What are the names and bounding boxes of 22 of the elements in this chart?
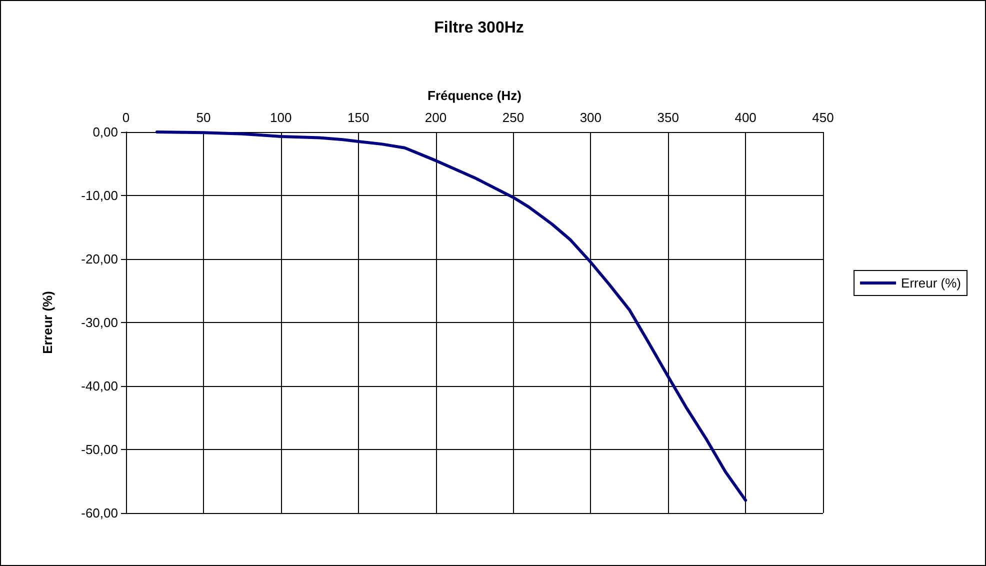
chart-title: Filtre 300Hz [434,20,524,36]
x-tick-label: 250 [502,110,524,125]
y-tick-label: -20,00 [81,252,118,266]
y-axis-title: Erreur (%) [40,291,55,354]
y-tick-label: -40,00 [81,378,118,394]
y-tick-label: 0,00 [92,124,118,140]
x-tick-label: 400 [734,110,756,125]
x-tick-label: 350 [657,110,679,125]
y-tick-label: -30,00 [81,315,118,330]
x-tick-label: 450 [812,110,834,125]
x-tick-label: 200 [424,110,447,125]
x-tick-label: 300 [580,110,602,125]
line-series [155,130,748,502]
x-tick-label: 0 [122,110,130,125]
x-axis-title: Fréquence (Hz) [428,88,522,103]
y-tick-label: -10,00 [81,188,118,203]
x-tick-label: 50 [196,110,211,125]
x-tick-label: 150 [347,110,370,125]
x-tick-label: 100 [270,110,292,125]
y-tick-label: -60,00 [81,506,118,520]
legend-label: Erreur (%) [901,276,962,290]
y-tick-label: -50,00 [81,442,118,457]
